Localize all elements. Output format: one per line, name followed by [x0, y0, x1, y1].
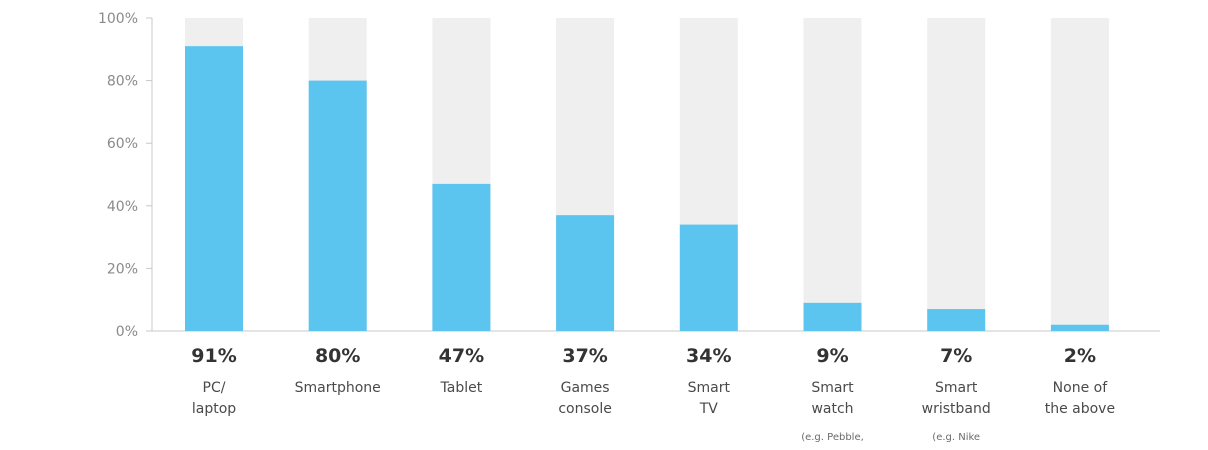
y-tick-label: 0% — [116, 324, 138, 340]
category-label: laptop — [192, 401, 236, 417]
category-label: the above — [1045, 401, 1115, 417]
bar — [185, 46, 243, 332]
value-label: 7% — [940, 345, 972, 367]
bar — [927, 309, 986, 331]
data-bars — [185, 46, 1109, 332]
value-labels: 91% 80% 47% 37% 34% 9% 7% 2% — [191, 345, 1096, 367]
y-tick-labels: 0% 20% 40% 60% 80% 100% — [98, 11, 152, 340]
category-sublabel: (e.g. Pebble, — [801, 432, 864, 443]
bar — [1050, 324, 1109, 331]
background-bar — [1050, 18, 1109, 331]
value-label: 9% — [816, 345, 848, 367]
bar — [308, 80, 367, 331]
category-label: Games — [561, 380, 610, 396]
category-label: Smart — [688, 380, 731, 396]
category-label: Smartphone — [295, 380, 381, 396]
value-label: 34% — [686, 345, 731, 367]
category-sublabel: (e.g. Nike — [932, 432, 980, 443]
category-label: PC/ — [203, 380, 226, 396]
value-label: 80% — [315, 345, 360, 367]
value-label: 47% — [439, 345, 484, 367]
category-label: watch — [811, 401, 853, 417]
category-label: console — [558, 401, 612, 417]
y-tick-label: 80% — [107, 74, 138, 90]
bar — [432, 183, 491, 331]
category-label: Smart — [811, 380, 854, 396]
background-bar — [927, 18, 986, 331]
y-tick-label: 40% — [107, 199, 138, 215]
bar — [556, 215, 615, 331]
category-label: wristband — [922, 401, 991, 417]
y-tick-label: 20% — [107, 261, 138, 277]
y-tick-label: 100% — [98, 11, 138, 27]
background-bar — [803, 18, 862, 331]
category-label: Smart — [935, 380, 978, 396]
bar — [679, 224, 738, 331]
category-label: Tablet — [440, 380, 483, 396]
value-label: 91% — [191, 345, 236, 367]
bar — [803, 302, 862, 331]
category-label: TV — [699, 401, 719, 417]
category-labels: PC/laptop Smartphone Tablet Games console Sma… — [192, 380, 1115, 443]
category-label: None of — [1053, 380, 1109, 396]
y-tick-label: 60% — [107, 136, 138, 152]
value-label: 37% — [562, 345, 607, 367]
value-label: 2% — [1064, 345, 1096, 367]
